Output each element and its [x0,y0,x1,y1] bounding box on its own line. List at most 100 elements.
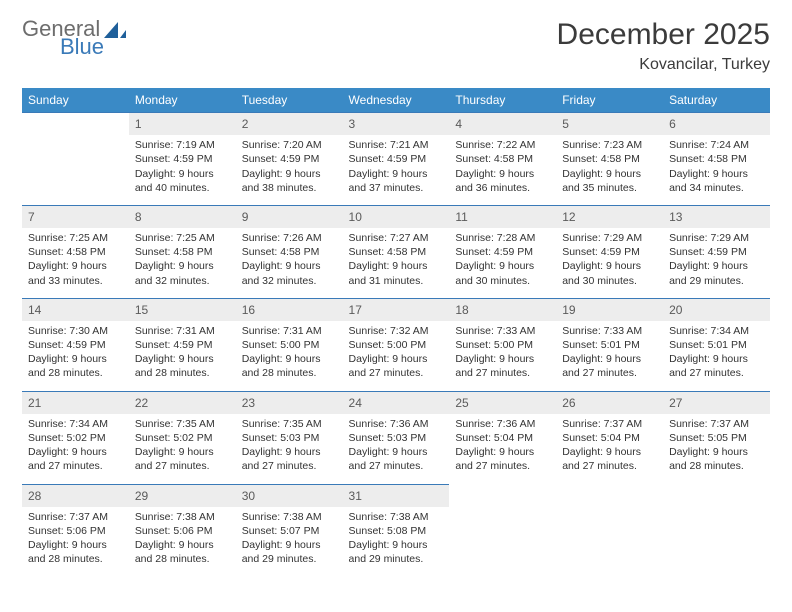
sunset-text: Sunset: 5:07 PM [242,524,337,538]
sunrise-text: Sunrise: 7:20 AM [242,138,337,152]
sunset-text: Sunset: 4:59 PM [28,338,123,352]
calendar-cell: 13Sunrise: 7:29 AMSunset: 4:59 PMDayligh… [663,205,770,298]
sunset-text: Sunset: 4:59 PM [562,245,657,259]
day-body: Sunrise: 7:33 AMSunset: 5:01 PMDaylight:… [556,321,663,391]
sunrise-text: Sunrise: 7:34 AM [28,417,123,431]
calendar-cell: 31Sunrise: 7:38 AMSunset: 5:08 PMDayligh… [343,484,450,576]
daylight-text: and 29 minutes. [242,552,337,566]
day-body: Sunrise: 7:36 AMSunset: 5:03 PMDaylight:… [343,414,450,484]
daylight-text: Daylight: 9 hours [455,352,550,366]
daylight-text: and 27 minutes. [28,459,123,473]
daylight-text: Daylight: 9 hours [28,445,123,459]
day-body: Sunrise: 7:35 AMSunset: 5:03 PMDaylight:… [236,414,343,484]
day-body: Sunrise: 7:38 AMSunset: 5:08 PMDaylight:… [343,507,450,577]
sunrise-text: Sunrise: 7:33 AM [562,324,657,338]
day-body: Sunrise: 7:33 AMSunset: 5:00 PMDaylight:… [449,321,556,391]
daylight-text: Daylight: 9 hours [669,167,764,181]
month-title: December 2025 [557,18,770,52]
weekday-header: Friday [556,88,663,113]
day-number: 30 [236,485,343,507]
day-number: 19 [556,299,663,321]
calendar-cell: 2Sunrise: 7:20 AMSunset: 4:59 PMDaylight… [236,113,343,206]
sunrise-text: Sunrise: 7:36 AM [349,417,444,431]
calendar-cell: 19Sunrise: 7:33 AMSunset: 5:01 PMDayligh… [556,298,663,391]
day-number: 26 [556,392,663,414]
sunset-text: Sunset: 5:04 PM [562,431,657,445]
sunrise-text: Sunrise: 7:33 AM [455,324,550,338]
sunset-text: Sunset: 4:58 PM [455,152,550,166]
calendar-cell: 24Sunrise: 7:36 AMSunset: 5:03 PMDayligh… [343,391,450,484]
title-block: December 2025 Kovancilar, Turkey [557,18,770,74]
daylight-text: Daylight: 9 hours [455,167,550,181]
day-number: 7 [22,206,129,228]
sunrise-text: Sunrise: 7:38 AM [135,510,230,524]
day-number: 23 [236,392,343,414]
day-body: Sunrise: 7:25 AMSunset: 4:58 PMDaylight:… [129,228,236,298]
sunrise-text: Sunrise: 7:29 AM [562,231,657,245]
sunset-text: Sunset: 4:59 PM [349,152,444,166]
daylight-text: Daylight: 9 hours [28,538,123,552]
location: Kovancilar, Turkey [557,56,770,74]
daylight-text: and 27 minutes. [349,459,444,473]
sunrise-text: Sunrise: 7:21 AM [349,138,444,152]
daylight-text: and 34 minutes. [669,181,764,195]
day-number: 21 [22,392,129,414]
calendar-cell: 9Sunrise: 7:26 AMSunset: 4:58 PMDaylight… [236,205,343,298]
day-number: 31 [343,485,450,507]
daylight-text: Daylight: 9 hours [562,445,657,459]
sunrise-text: Sunrise: 7:37 AM [669,417,764,431]
sunrise-text: Sunrise: 7:35 AM [135,417,230,431]
day-number: 18 [449,299,556,321]
weekday-header: Wednesday [343,88,450,113]
day-body: Sunrise: 7:27 AMSunset: 4:58 PMDaylight:… [343,228,450,298]
header: General Blue December 2025 Kovancilar, T… [22,18,770,74]
weekday-header-row: Sunday Monday Tuesday Wednesday Thursday… [22,88,770,113]
sunset-text: Sunset: 5:00 PM [242,338,337,352]
day-number: 25 [449,392,556,414]
daylight-text: Daylight: 9 hours [562,259,657,273]
daylight-text: Daylight: 9 hours [669,352,764,366]
sunset-text: Sunset: 5:08 PM [349,524,444,538]
sunrise-text: Sunrise: 7:25 AM [28,231,123,245]
sunset-text: Sunset: 5:02 PM [135,431,230,445]
calendar-cell: 5Sunrise: 7:23 AMSunset: 4:58 PMDaylight… [556,113,663,206]
calendar-cell: 25Sunrise: 7:36 AMSunset: 5:04 PMDayligh… [449,391,556,484]
day-number: 24 [343,392,450,414]
daylight-text: Daylight: 9 hours [135,538,230,552]
day-body: Sunrise: 7:30 AMSunset: 4:59 PMDaylight:… [22,321,129,391]
sunrise-text: Sunrise: 7:36 AM [455,417,550,431]
sunset-text: Sunset: 5:00 PM [349,338,444,352]
calendar-cell [22,113,129,206]
sunset-text: Sunset: 5:01 PM [562,338,657,352]
daylight-text: Daylight: 9 hours [669,445,764,459]
daylight-text: and 27 minutes. [242,459,337,473]
calendar-cell: 3Sunrise: 7:21 AMSunset: 4:59 PMDaylight… [343,113,450,206]
weekday-header: Sunday [22,88,129,113]
daylight-text: and 28 minutes. [135,366,230,380]
sunrise-text: Sunrise: 7:24 AM [669,138,764,152]
sunrise-text: Sunrise: 7:28 AM [455,231,550,245]
sunset-text: Sunset: 5:05 PM [669,431,764,445]
daylight-text: Daylight: 9 hours [562,167,657,181]
calendar-week-row: 7Sunrise: 7:25 AMSunset: 4:58 PMDaylight… [22,205,770,298]
calendar-cell: 4Sunrise: 7:22 AMSunset: 4:58 PMDaylight… [449,113,556,206]
calendar-cell: 20Sunrise: 7:34 AMSunset: 5:01 PMDayligh… [663,298,770,391]
sunrise-text: Sunrise: 7:35 AM [242,417,337,431]
sunrise-text: Sunrise: 7:37 AM [28,510,123,524]
day-number: 17 [343,299,450,321]
daylight-text: Daylight: 9 hours [135,259,230,273]
sunrise-text: Sunrise: 7:31 AM [242,324,337,338]
daylight-text: Daylight: 9 hours [455,259,550,273]
daylight-text: and 29 minutes. [669,274,764,288]
day-number: 5 [556,113,663,135]
sunset-text: Sunset: 5:04 PM [455,431,550,445]
daylight-text: Daylight: 9 hours [242,445,337,459]
daylight-text: and 30 minutes. [455,274,550,288]
day-number: 8 [129,206,236,228]
day-body: Sunrise: 7:37 AMSunset: 5:06 PMDaylight:… [22,507,129,577]
sunset-text: Sunset: 5:06 PM [135,524,230,538]
day-body: Sunrise: 7:34 AMSunset: 5:02 PMDaylight:… [22,414,129,484]
sunrise-text: Sunrise: 7:32 AM [349,324,444,338]
day-number: 9 [236,206,343,228]
calendar-cell: 26Sunrise: 7:37 AMSunset: 5:04 PMDayligh… [556,391,663,484]
